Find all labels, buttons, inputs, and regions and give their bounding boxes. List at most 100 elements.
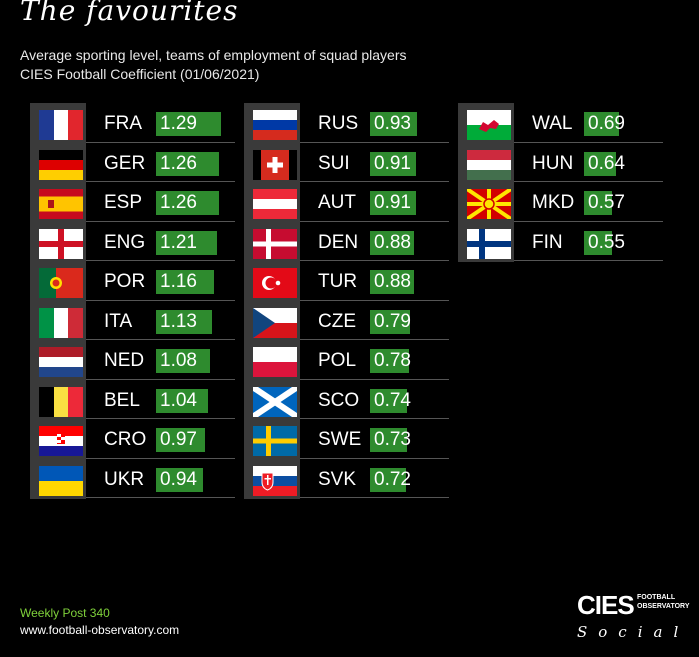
coefficient-value-label: 0.93	[374, 113, 411, 134]
flag-box	[244, 379, 300, 420]
team-row: POR 1.16	[30, 261, 235, 301]
team-row: AUT 0.91	[244, 182, 449, 222]
coefficient-value-label: 1.26	[160, 192, 197, 213]
flag-box	[30, 340, 86, 380]
coefficient-bar	[156, 309, 212, 334]
team-code-label: UKR	[104, 468, 145, 490]
row-divider	[86, 299, 235, 301]
team-row: CZE 0.79	[244, 300, 449, 341]
flag-box	[458, 142, 514, 183]
austria-flag-icon	[253, 189, 297, 219]
coefficient-value-label: 0.88	[374, 271, 411, 292]
germany-flag-icon	[39, 149, 83, 180]
england-flag-icon	[39, 228, 83, 259]
row-divider	[86, 141, 235, 143]
team-code-label: SUI	[318, 152, 350, 174]
croatia-flag-icon	[39, 426, 83, 456]
coefficient-value-label: 0.55	[588, 231, 625, 253]
coefficient-value-label: 1.04	[160, 389, 197, 411]
row-divider	[300, 457, 449, 459]
coefficient-bar	[584, 112, 619, 136]
row-divider	[86, 181, 235, 182]
team-row: UKR 0.94	[30, 458, 235, 499]
netherlands-flag-icon	[39, 347, 83, 377]
website-link[interactable]: www.football-observatory.com	[20, 623, 180, 637]
team-code-label: GER	[104, 152, 146, 174]
russia-flag-icon	[253, 110, 297, 140]
hungary-flag-icon	[467, 149, 511, 180]
row-divider	[300, 378, 449, 380]
team-code-label: HUN	[532, 152, 574, 174]
ukraine-flag-icon	[39, 465, 83, 496]
wales-flag-icon	[467, 110, 511, 140]
coefficient-bar	[370, 467, 406, 492]
coefficient-value-label: 0.69	[588, 113, 625, 134]
flag-box	[30, 419, 86, 459]
team-row: FRA 1.29	[30, 103, 235, 143]
coefficient-bar	[156, 467, 203, 492]
row-divider	[300, 339, 449, 340]
coefficient-value-label: 0.72	[374, 468, 411, 490]
ranking-column-3: WAL 0.69 HUN 0.64 MKD 0.57 FIN 0.55	[458, 103, 663, 262]
portugal-flag-icon	[39, 268, 83, 298]
coefficient-value-label: 1.26	[160, 152, 197, 174]
team-row: CRO 0.97	[30, 419, 235, 459]
team-row: GER 1.26	[30, 142, 235, 183]
row-divider	[300, 260, 449, 261]
poland-flag-icon	[253, 347, 297, 377]
team-code-label: AUT	[318, 192, 356, 213]
scotland-flag-icon	[253, 386, 297, 417]
row-divider	[514, 260, 663, 261]
france-flag-icon	[39, 110, 83, 140]
flag-box	[244, 142, 300, 183]
flag-box	[244, 300, 300, 341]
flag-box	[30, 221, 86, 262]
coefficient-value-label: 1.13	[160, 310, 197, 332]
team-row: ITA 1.13	[30, 300, 235, 341]
chart-title: The favourites	[20, 0, 239, 27]
team-row: POL 0.78	[244, 340, 449, 380]
coefficient-bar	[370, 112, 417, 136]
coefficient-value-label: 0.57	[588, 192, 625, 213]
coefficient-value-label: 0.88	[374, 231, 411, 253]
flag-box	[244, 340, 300, 380]
belgium-flag-icon	[39, 386, 83, 417]
coefficient-value-label: 0.64	[588, 152, 625, 174]
cies-logo-text: CIES	[577, 590, 635, 620]
flag-box	[30, 182, 86, 222]
coefficient-bar	[584, 191, 612, 215]
coefficient-bar	[370, 270, 414, 294]
team-code-label: ITA	[104, 310, 133, 332]
team-code-label: NED	[104, 350, 145, 371]
italy-flag-icon	[39, 307, 83, 338]
flag-box	[458, 182, 514, 222]
team-code-label: BEL	[104, 389, 140, 411]
coefficient-bar	[584, 230, 612, 255]
team-code-label: ESP	[104, 192, 143, 213]
flag-box	[458, 221, 514, 262]
coefficient-value-label: 1.29	[160, 113, 197, 134]
flag-box	[30, 300, 86, 341]
team-row: WAL 0.69	[458, 103, 663, 143]
row-divider	[86, 260, 235, 261]
team-code-label: SVK	[318, 468, 357, 490]
row-divider	[300, 181, 449, 182]
denmark-flag-icon	[253, 228, 297, 259]
flag-box	[458, 103, 514, 143]
coefficient-bar	[156, 270, 214, 294]
flag-box	[30, 458, 86, 499]
row-divider	[300, 497, 449, 498]
team-code-label: CRO	[104, 429, 147, 450]
cies-social-text: Social	[577, 623, 690, 641]
row-divider	[300, 141, 449, 143]
team-code-label: POR	[104, 271, 146, 292]
coefficient-bar	[156, 191, 219, 215]
coefficient-value-label: 0.79	[374, 310, 411, 332]
coefficient-value-label: 0.94	[160, 468, 197, 490]
row-divider	[86, 339, 235, 340]
team-code-label: FIN	[532, 231, 563, 253]
team-code-label: MKD	[532, 192, 575, 213]
coefficient-value-label: 1.08	[160, 350, 197, 371]
row-divider	[300, 418, 449, 419]
slovakia-flag-icon	[253, 465, 297, 496]
